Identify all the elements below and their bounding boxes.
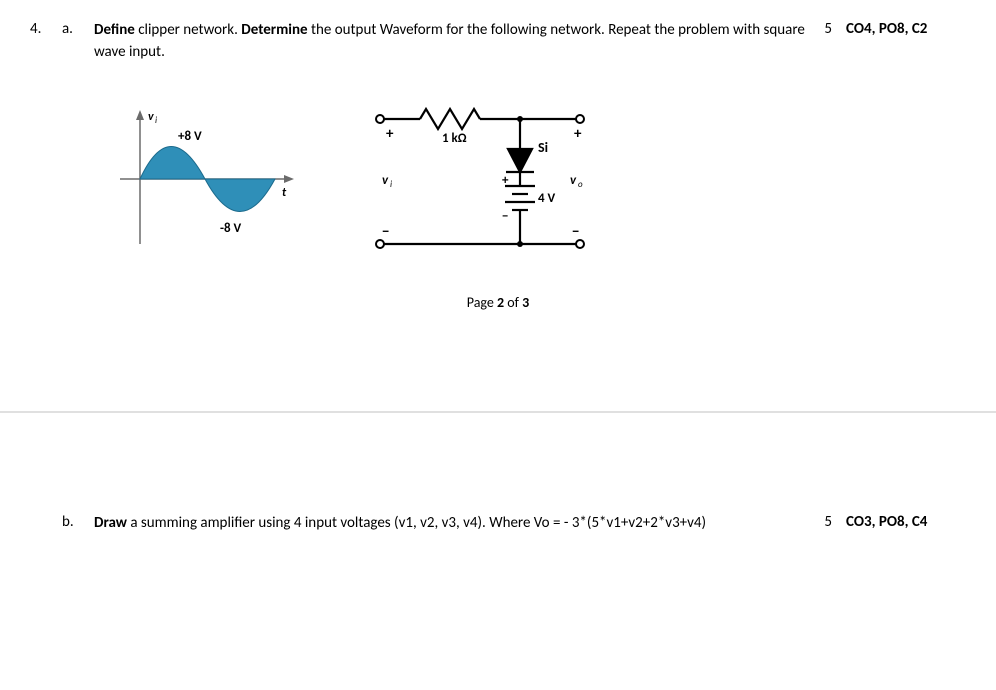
marks-b: 5 [814, 513, 838, 531]
outcome-codes-b: CO3, PO8, C4 [846, 513, 966, 531]
svg-text:i: i [155, 115, 157, 126]
svg-text:−: − [502, 209, 508, 224]
svg-text:+: + [386, 125, 394, 143]
page-footer: Page 2 of 3 [30, 294, 966, 311]
clipper-circuit-figure: + v i − 1 kΩ Si + 4 V − + v o − [360, 94, 600, 264]
svg-text:v: v [570, 173, 577, 188]
svg-text:+8 V: +8 V [178, 129, 202, 144]
svg-text:−: − [382, 223, 389, 241]
svg-text:Si: Si [538, 139, 548, 156]
sub-number-b: b. [62, 513, 86, 531]
bold-determine: Determine [241, 21, 307, 39]
svg-text:o: o [578, 179, 583, 190]
svg-text:-8 V: -8 V [220, 221, 242, 236]
svg-text:4 V: 4 V [538, 191, 556, 206]
input-waveform-figure: v i +8 V -8 V t [110, 104, 300, 254]
sub-number: a. [62, 20, 86, 38]
marks: 5 [814, 20, 838, 38]
bold-draw: Draw [94, 514, 127, 532]
outcome-codes: CO4, PO8, C2 [846, 20, 966, 38]
question-4a-row: 4. a. Define clipper network. Determine … [30, 20, 966, 64]
svg-text:i: i [390, 179, 392, 190]
question-4b-row: b. Draw a summing amplifier using 4 inpu… [30, 513, 966, 535]
page-total: 3 [522, 294, 529, 311]
svg-text:+: + [574, 125, 582, 143]
svg-text:1 kΩ: 1 kΩ [442, 131, 467, 146]
question-text-b: Draw a summing amplifier using 4 input v… [94, 513, 806, 535]
page-break-line [0, 411, 996, 413]
svg-text:−: − [572, 223, 579, 241]
page-mid: of [504, 294, 522, 311]
page-pre: Page [467, 294, 497, 311]
bold-define: Define [94, 21, 135, 39]
svg-text:+: + [502, 173, 509, 188]
svg-text:v: v [148, 110, 154, 124]
text-1: clipper network. [135, 21, 241, 39]
figure-area: v i +8 V -8 V t [110, 94, 966, 264]
question-number: 4. [30, 20, 54, 38]
text-b1: a summing amplifier using 4 input voltag… [127, 514, 706, 532]
svg-text:v: v [382, 173, 389, 188]
question-text: Define clipper network. Determine the ou… [94, 20, 806, 64]
